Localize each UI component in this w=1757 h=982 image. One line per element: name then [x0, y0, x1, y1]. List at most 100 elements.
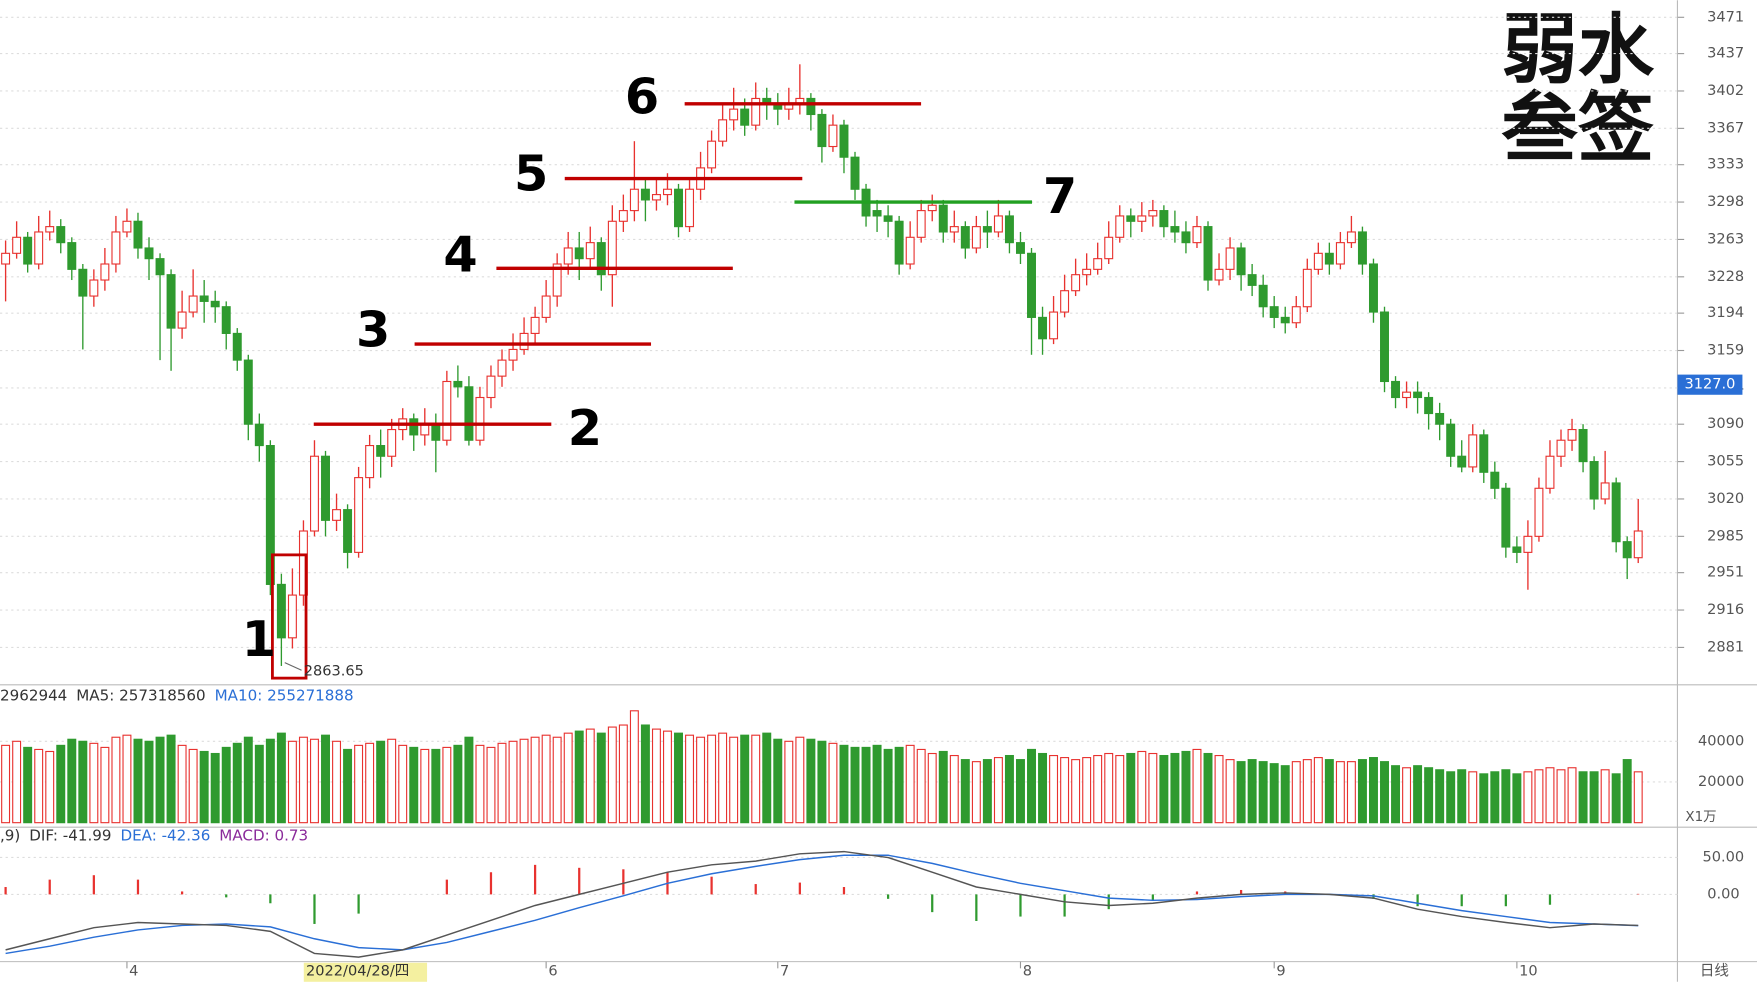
volume-bar — [861, 746, 871, 824]
candle-body — [751, 97, 761, 126]
y-tick-label: 2881 — [1707, 638, 1744, 655]
candle-body — [1600, 482, 1610, 500]
volume-bar — [398, 744, 408, 824]
candle-body — [199, 295, 209, 302]
volume-bar — [486, 746, 496, 824]
candle-body — [1534, 487, 1544, 537]
candle-body — [585, 242, 595, 260]
candle-body — [596, 242, 606, 276]
volume-bar — [1082, 757, 1092, 824]
volume-bar — [343, 748, 353, 824]
volume-bar — [1225, 759, 1235, 824]
volume-bar — [1181, 750, 1191, 824]
volume-bar — [23, 746, 33, 824]
volume-bar — [365, 742, 375, 824]
candle-body — [1479, 434, 1489, 473]
volume-bar — [409, 746, 419, 824]
low-note-arrow — [284, 662, 302, 671]
candle-body — [1071, 274, 1081, 292]
volume-bar — [662, 730, 672, 824]
y-tick-label: 3333 — [1707, 156, 1744, 173]
candle-body — [1148, 210, 1158, 217]
y-tick-label: 3228 — [1707, 268, 1744, 285]
candle-body — [1633, 530, 1643, 559]
volume-bar — [188, 748, 198, 824]
candle-body — [23, 236, 33, 265]
candle-body — [1611, 482, 1621, 543]
candle-body — [1203, 226, 1213, 281]
volume-bar — [762, 732, 772, 824]
volume-bar — [34, 748, 44, 824]
volume-bar — [1490, 771, 1500, 824]
volume-bar — [1280, 765, 1290, 824]
candle-body — [1435, 412, 1445, 425]
volume-bar — [607, 726, 617, 824]
candle-body — [629, 188, 639, 212]
volume-bar — [265, 738, 275, 824]
level-label: 3 — [356, 301, 390, 359]
candle-body — [1225, 247, 1235, 270]
volume-bar — [254, 744, 264, 824]
volume-bar — [949, 754, 959, 824]
candle-body — [376, 445, 386, 457]
candle-body — [685, 188, 695, 228]
y-tick-label: 3437 — [1707, 45, 1744, 62]
volume-unit: X1万 — [1685, 810, 1716, 825]
candle-body — [365, 445, 375, 479]
volume-bar — [817, 740, 827, 824]
volume-bar — [475, 744, 485, 824]
volume-bar — [221, 746, 231, 824]
cursor-date-bg — [303, 962, 428, 982]
candle-body — [210, 300, 220, 308]
volume-bar — [309, 738, 319, 824]
volume-bar — [640, 724, 650, 824]
volume-bar — [199, 750, 209, 824]
candle-body — [177, 311, 187, 329]
volume-bar — [287, 740, 297, 824]
volume-bar — [1611, 773, 1621, 824]
volume-bar — [916, 748, 926, 824]
candle-body — [254, 423, 264, 447]
volume-bar — [144, 740, 154, 824]
volume-bar — [354, 744, 364, 824]
candle-body — [34, 231, 44, 265]
candle-body — [354, 477, 364, 553]
volume-bar — [971, 761, 981, 824]
macd-header: DIF: -41.99 — [29, 827, 111, 845]
candle-body — [1038, 316, 1048, 340]
volume-bar — [420, 748, 430, 824]
volume-bar — [78, 740, 88, 824]
candle-body — [1357, 231, 1367, 265]
candle-body — [1126, 215, 1136, 222]
volume-bar — [905, 744, 915, 824]
candle-body — [1015, 242, 1025, 254]
volume-header: 2962944 — [0, 687, 67, 705]
candle-body — [1545, 455, 1555, 489]
volume-bar — [519, 738, 529, 824]
y-tick-label: 3298 — [1707, 193, 1744, 210]
candle-body — [1468, 434, 1478, 468]
candle-body — [45, 226, 55, 233]
volume-bar — [89, 742, 99, 824]
candle-body — [475, 396, 485, 441]
volume-bar — [718, 732, 728, 824]
volume-bar — [1060, 757, 1070, 824]
candle-body — [508, 348, 518, 361]
candle-body — [519, 332, 529, 351]
volume-bar — [1038, 752, 1048, 824]
candle-body — [78, 268, 88, 297]
y-tick-label: 0.00 — [1707, 885, 1739, 902]
volume-bar — [596, 732, 606, 824]
volume-bar — [166, 734, 176, 824]
candle-body — [1214, 268, 1224, 281]
volume-bar — [1027, 748, 1036, 824]
y-tick-label: 3090 — [1707, 415, 1744, 432]
volume-bar — [1368, 757, 1378, 824]
volume-bar — [1269, 763, 1279, 824]
volume-bar — [1391, 765, 1401, 824]
volume-bar — [100, 746, 110, 824]
y-tick-label: 3055 — [1707, 453, 1744, 470]
volume-bar — [1137, 750, 1147, 824]
volume-bar — [1523, 771, 1533, 824]
candle-body — [1258, 284, 1268, 308]
